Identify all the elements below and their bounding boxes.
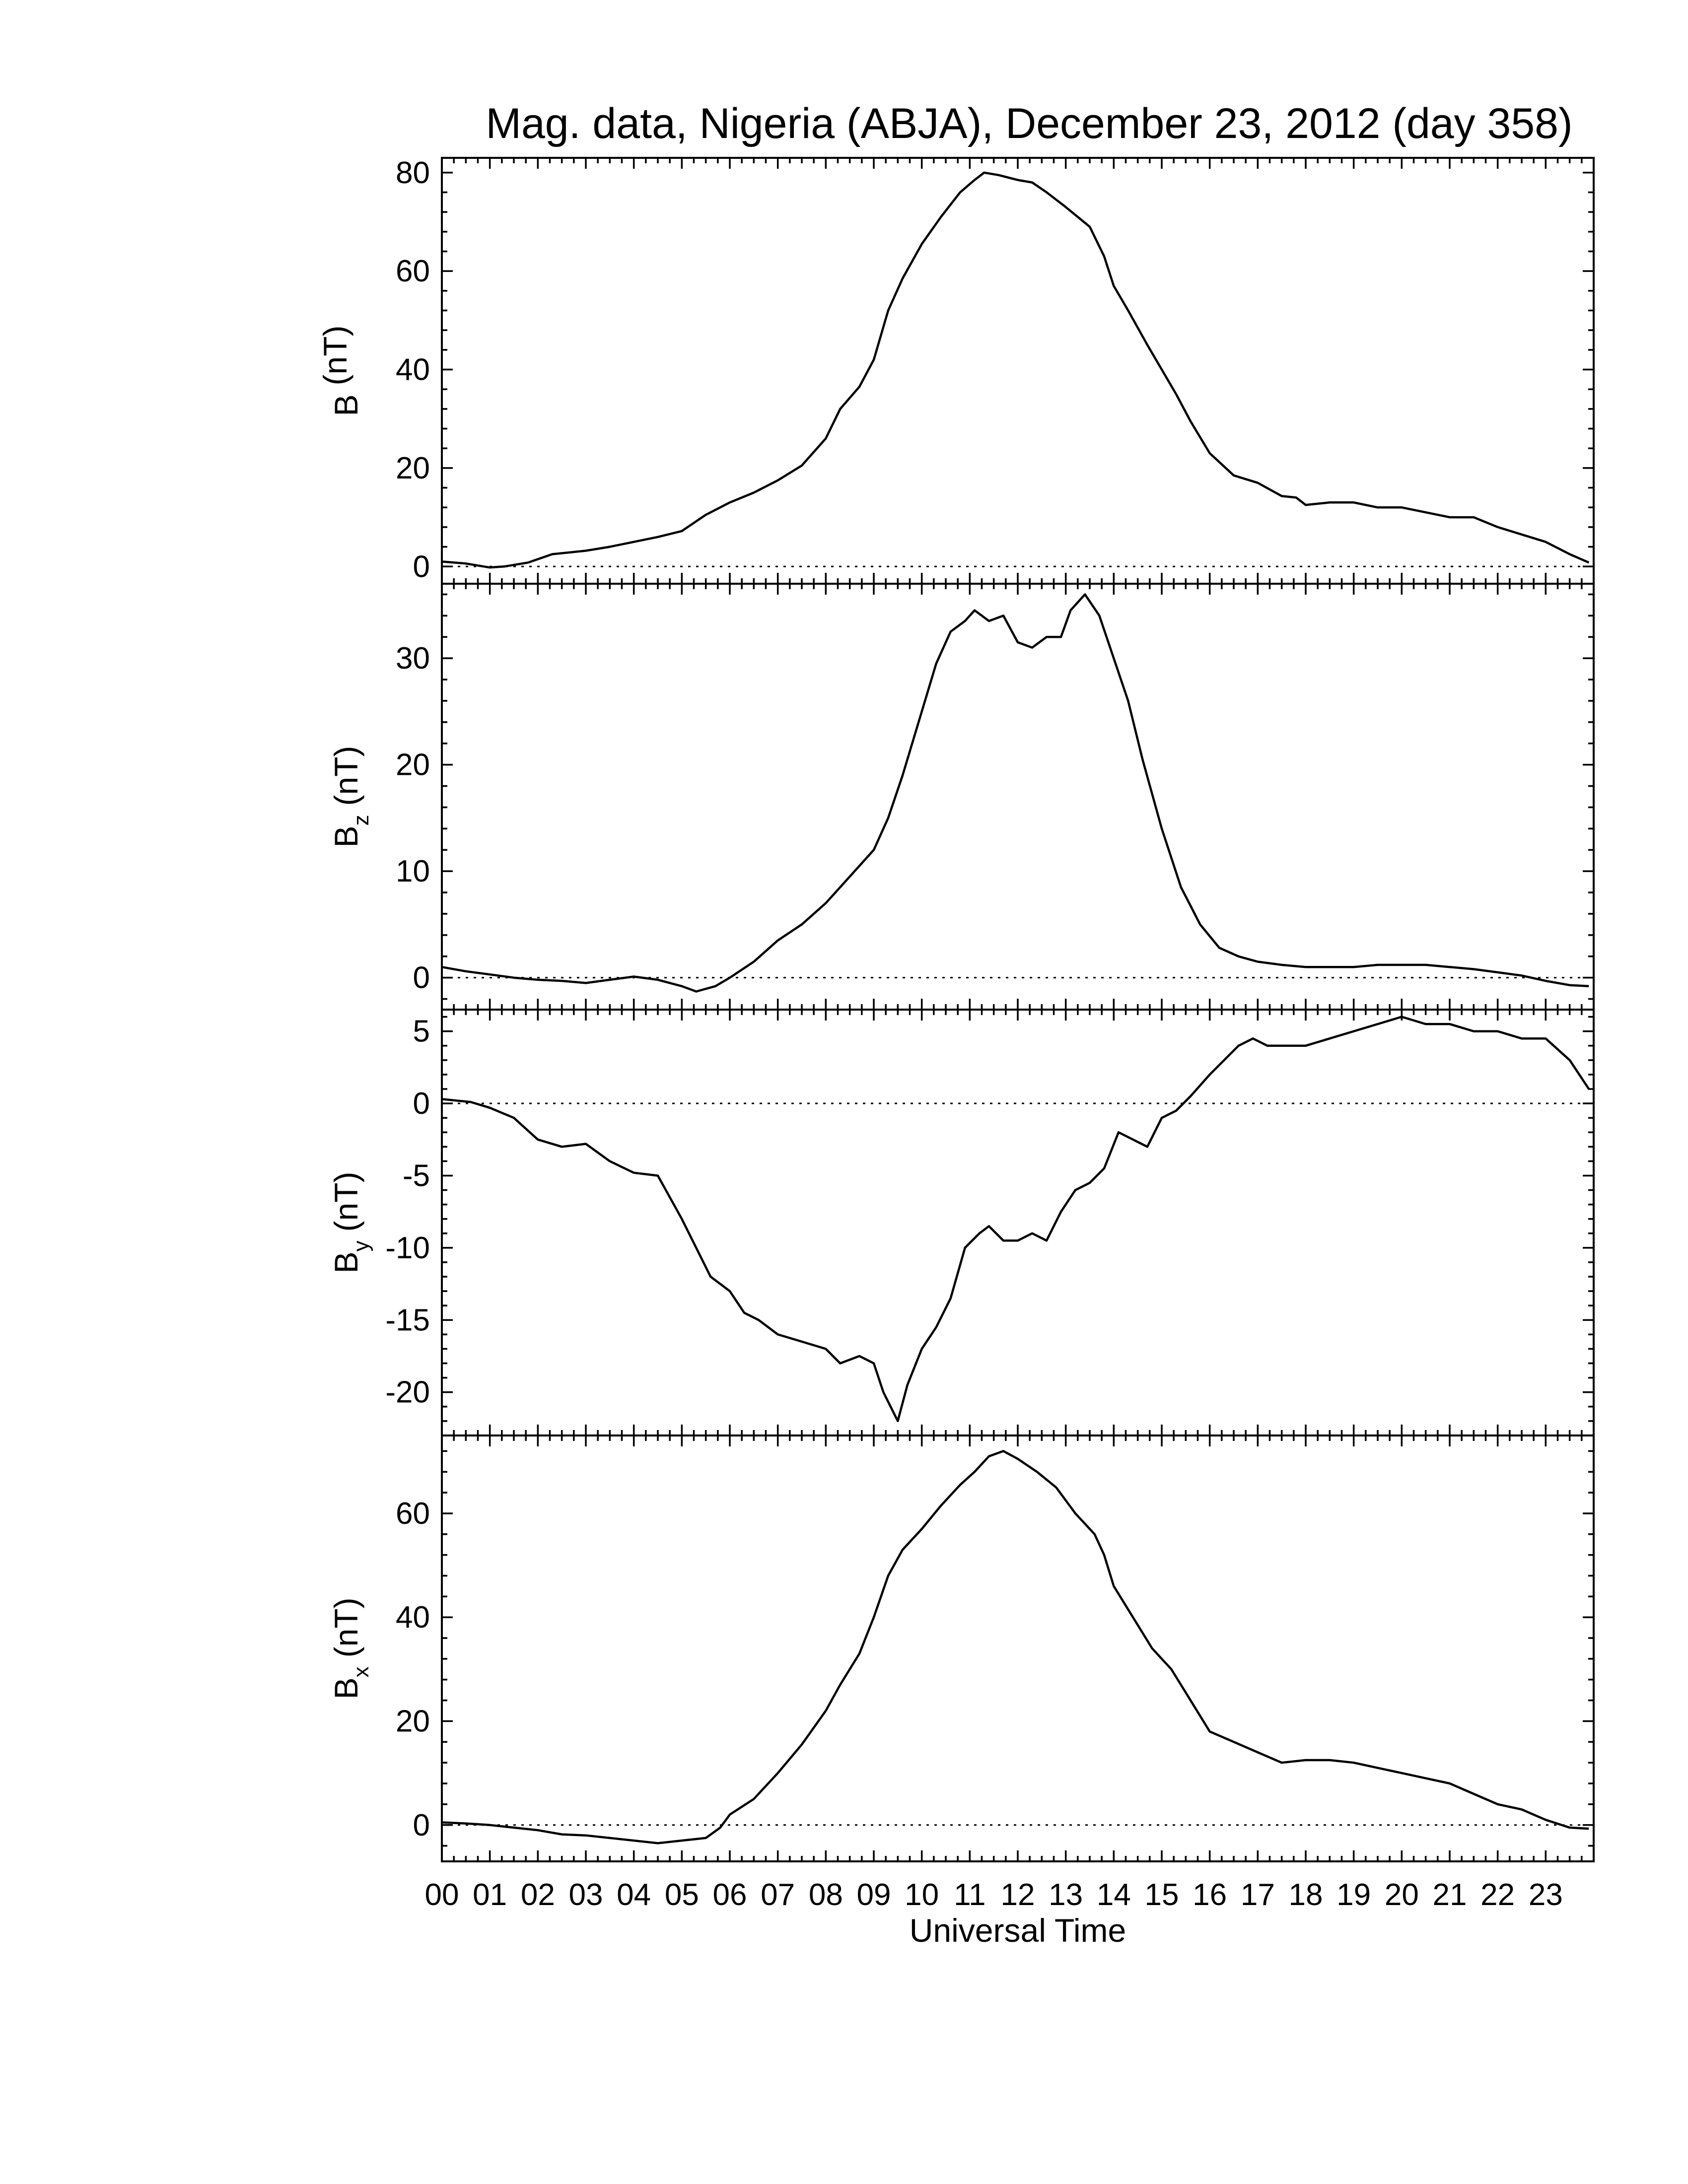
panel-bx-y-tick-label: 0 (413, 1808, 430, 1843)
panel-bx-y-axis-label: Bx (nT) (328, 1597, 373, 1699)
panel-b-total-y-axis-label-base: B (328, 394, 364, 416)
panel-by-y-axis-label: By (nT) (328, 1171, 373, 1273)
panel-by-y-tick-label: 5 (413, 1015, 430, 1049)
panel-b-total-y-tick-label: 0 (413, 549, 430, 584)
panel-bx-y-axis-label-sub: x (349, 1666, 373, 1677)
panel-b-total-y-tick-label: 40 (396, 353, 430, 387)
x-tick-label: 12 (1001, 1878, 1035, 1912)
x-tick-label: 08 (809, 1878, 843, 1912)
panel-b-total-y-axis-label-unit: (nT) (317, 325, 353, 385)
x-tick-label: 02 (521, 1878, 555, 1912)
x-tick-label: 04 (617, 1878, 651, 1912)
panel-by-y-tick-labels: 5 0 -5 -10 -15 -20 (385, 1015, 430, 1410)
x-axis-tick-labels: 00 01 02 03 04 05 06 07 08 09 10 11 12 13 14 15 16 17 18 19… (425, 1878, 1563, 1912)
panel-bz-y-tick-labels: 0 10 20 30 (396, 641, 430, 995)
x-tick-label: 18 (1289, 1878, 1323, 1912)
panel-bz-y-tick-label: 0 (413, 961, 430, 995)
x-tick-label: 22 (1480, 1878, 1515, 1912)
panel-by-y-tick-label: 0 (413, 1087, 430, 1121)
panel-bx-y-tick-label: 40 (396, 1600, 430, 1635)
x-tick-label: 14 (1097, 1878, 1131, 1912)
panel-by-y-tick-label: -20 (385, 1375, 430, 1410)
chart-title: Mag. data, Nigeria (ABJA), December 23, … (486, 100, 1572, 147)
panel-bx-y-tick-labels: 0 20 40 60 (396, 1497, 430, 1843)
panel-b-total-series-line (441, 171, 1590, 569)
panel-bz-y-axis-label: Bz (nT) (328, 746, 373, 847)
x-tick-label: 23 (1529, 1878, 1563, 1912)
panel-b-total-y-tick-labels: 0 20 40 60 80 (396, 156, 430, 584)
x-tick-label: 06 (713, 1878, 747, 1912)
panel-bz-y-axis-label-base: B (328, 825, 364, 847)
x-tick-label: 00 (425, 1878, 459, 1912)
panel-bz-y-tick-label: 10 (396, 854, 430, 888)
panel-by-y-axis-label-base: B (328, 1251, 364, 1273)
x-tick-label: 09 (857, 1878, 891, 1912)
panel-bx-ticks (442, 1435, 1594, 1861)
x-tick-label: 15 (1145, 1878, 1179, 1912)
panel-bx-y-tick-label: 20 (396, 1704, 430, 1738)
panel-by-y-axis-label-sub: y (349, 1240, 373, 1251)
panel-bx-series-line (441, 1450, 1589, 1844)
panel-b-total-y-tick-label: 20 (396, 451, 430, 485)
x-tick-label: 03 (569, 1878, 603, 1912)
x-tick-label: 16 (1193, 1878, 1227, 1912)
panel-by-series-line (441, 1016, 1590, 1423)
panel-bx-y-axis-label-unit: (nT) (328, 1597, 364, 1657)
panel-bz-series-line (441, 593, 1589, 993)
x-tick-label: 17 (1241, 1878, 1275, 1912)
x-tick-label: 21 (1433, 1878, 1467, 1912)
panel-by-y-axis-label-unit: (nT) (328, 1171, 364, 1231)
panel-b-total: 0 20 40 60 80 B (nT) (317, 156, 1595, 585)
x-tick-label: 13 (1049, 1878, 1083, 1912)
panel-b-total-y-axis-label: B (nT) (317, 325, 364, 416)
x-tick-label: 05 (665, 1878, 699, 1912)
panel-bx-y-axis-label-base: B (328, 1677, 364, 1699)
x-tick-label: 11 (954, 1878, 985, 1912)
panel-by-y-tick-label: -10 (385, 1231, 430, 1265)
panel-by-y-tick-label: -15 (385, 1303, 430, 1337)
x-tick-label: 10 (905, 1878, 939, 1912)
x-tick-label: 01 (473, 1878, 507, 1912)
panel-bx-frame (441, 1434, 1595, 1862)
x-tick-label: 20 (1385, 1878, 1419, 1912)
panel-b-total-y-tick-label: 60 (396, 254, 430, 288)
panel-by-y-tick-label: -5 (403, 1159, 430, 1193)
panel-bx-y-tick-label: 60 (396, 1497, 430, 1531)
panel-bz-y-tick-label: 30 (396, 641, 430, 676)
panel-bz-y-tick-label: 20 (396, 748, 430, 782)
panel-b-total-y-tick-label: 80 (396, 156, 430, 190)
x-tick-label: 07 (761, 1878, 795, 1912)
panel-bz-y-axis-label-unit: (nT) (328, 746, 364, 806)
panel-bx: 0 20 40 60 Bx (nT) (328, 1434, 1595, 1862)
x-tick-label: 19 (1336, 1878, 1371, 1912)
panel-bz-y-axis-label-sub: z (349, 815, 373, 825)
x-axis-label: Universal Time (910, 1912, 1126, 1949)
